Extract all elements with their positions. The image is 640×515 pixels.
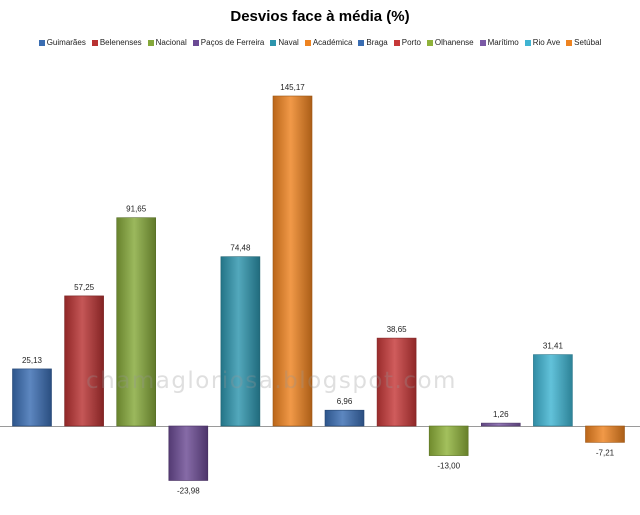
legend-item: Rio Ave: [524, 38, 561, 47]
legend-item: Guimarães: [38, 38, 86, 47]
legend-item: Naval: [270, 38, 299, 47]
legend-item: Académica: [304, 38, 353, 47]
data-label: 25,13: [22, 356, 43, 365]
data-label: 38,65: [387, 325, 408, 334]
data-label: 31,41: [543, 342, 564, 351]
data-label: 1,26: [493, 410, 509, 419]
legend-label: Rio Ave: [532, 38, 561, 47]
bar-nacional: [116, 217, 156, 427]
chart-legend: Guimarães Belenenses Nacional Paços de Ferr…: [0, 38, 640, 47]
data-label: -23,98: [177, 487, 200, 496]
legend-item: Olhanense: [426, 38, 474, 47]
bar-set-bal: [585, 425, 625, 443]
legend-swatch: [393, 39, 400, 46]
legend-label: Naval: [278, 38, 299, 47]
legend-item: Braga: [358, 38, 388, 47]
data-label: 6,96: [337, 397, 353, 406]
data-label: 91,65: [126, 205, 147, 214]
legend-swatch: [304, 39, 311, 46]
legend-swatch: [566, 39, 573, 46]
bar-mar-timo: [480, 422, 521, 427]
legend-item: Belenenses: [91, 38, 142, 47]
bar-rio-ave: [533, 354, 573, 427]
watermark-text: chamagloriosa.blogspot.com: [86, 368, 457, 394]
legend-label: Setúbal: [574, 38, 602, 47]
legend-label: Olhanense: [434, 38, 474, 47]
legend-label: Nacional: [155, 38, 187, 47]
legend-swatch: [91, 39, 98, 46]
bar-guimar-es: [12, 368, 52, 427]
data-label: -13,00: [437, 462, 460, 471]
legend-label: Marítimo: [487, 38, 519, 47]
data-label: 145,17: [280, 83, 305, 92]
data-label: -7,21: [596, 448, 615, 457]
legend-swatch: [270, 39, 277, 46]
bar-belenenses: [64, 295, 104, 427]
data-label: 74,48: [230, 244, 251, 253]
legend-label: Académica: [312, 38, 353, 47]
legend-swatch: [38, 39, 45, 46]
bar-pa-os-de-ferreira: [168, 425, 209, 481]
legend-swatch: [426, 39, 433, 46]
bar-naval: [220, 256, 261, 427]
legend-item: Paços de Ferreira: [192, 38, 265, 47]
bar-olhanense: [428, 425, 469, 456]
legend-item: Setúbal: [566, 38, 601, 47]
legend-swatch: [524, 39, 531, 46]
legend-swatch: [358, 39, 365, 46]
data-label: 57,25: [74, 283, 95, 292]
legend-swatch: [479, 39, 486, 46]
legend-swatch: [147, 39, 154, 46]
legend-label: Braga: [366, 38, 388, 47]
legend-label: Belenenses: [99, 38, 142, 47]
legend-item: Marítimo: [479, 38, 519, 47]
legend-label: Paços de Ferreira: [200, 38, 265, 47]
bar-porto: [376, 337, 417, 427]
legend-swatch: [192, 39, 199, 46]
bar-acad-mica: [272, 95, 313, 427]
chart-title: Desvios face à média (%): [230, 8, 410, 25]
legend-item: Porto: [393, 38, 421, 47]
legend-label: Porto: [401, 38, 421, 47]
legend-item: Nacional: [147, 38, 187, 47]
legend-label: Guimarães: [46, 38, 86, 47]
bar-braga: [324, 409, 365, 427]
